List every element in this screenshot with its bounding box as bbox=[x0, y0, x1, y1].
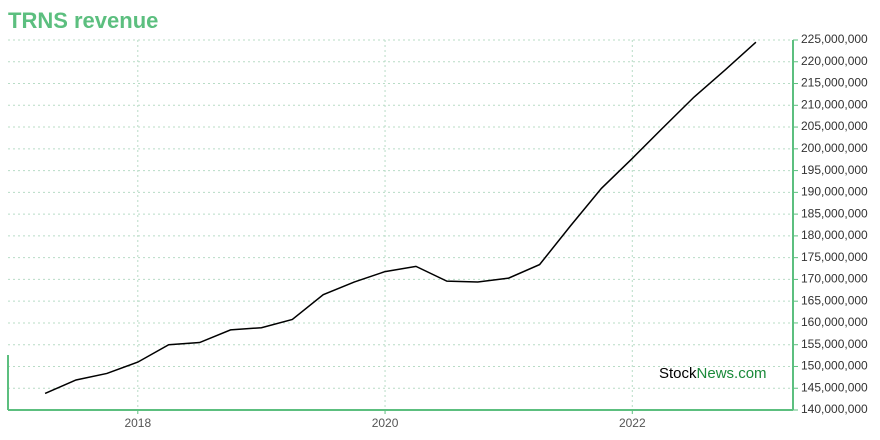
y-tick-label: 210,000,000 bbox=[801, 97, 868, 111]
y-tick-label: 195,000,000 bbox=[801, 163, 868, 177]
y-tick-label: 140,000,000 bbox=[801, 402, 868, 416]
y-tick-label: 165,000,000 bbox=[801, 293, 868, 307]
y-tick-label: 175,000,000 bbox=[801, 250, 868, 264]
y-tick-label: 170,000,000 bbox=[801, 272, 868, 286]
y-tick-label: 145,000,000 bbox=[801, 380, 868, 394]
y-tick-label: 215,000,000 bbox=[801, 76, 868, 90]
y-tick-label: 160,000,000 bbox=[801, 315, 868, 329]
y-tick-label: 200,000,000 bbox=[801, 141, 868, 155]
y-tick-label: 205,000,000 bbox=[801, 119, 868, 133]
y-tick-label: 220,000,000 bbox=[801, 54, 868, 68]
y-tick-label: 155,000,000 bbox=[801, 337, 868, 351]
revenue-line bbox=[44, 41, 757, 395]
watermark-stock: Stock bbox=[659, 365, 697, 382]
y-tick-label: 225,000,000 bbox=[801, 32, 868, 46]
x-tick-label: 2018 bbox=[124, 416, 151, 430]
y-tick-label: 190,000,000 bbox=[801, 185, 868, 199]
y-tick-label: 180,000,000 bbox=[801, 228, 868, 242]
watermark: StockNews.com bbox=[659, 365, 767, 382]
x-tick-label: 2020 bbox=[372, 416, 399, 430]
y-tick-label: 150,000,000 bbox=[801, 359, 868, 373]
chart-title: TRNS revenue bbox=[8, 8, 158, 33]
x-tick-label: 2022 bbox=[619, 416, 646, 430]
y-tick-label: 185,000,000 bbox=[801, 206, 868, 220]
watermark-news: News.com bbox=[697, 365, 767, 382]
